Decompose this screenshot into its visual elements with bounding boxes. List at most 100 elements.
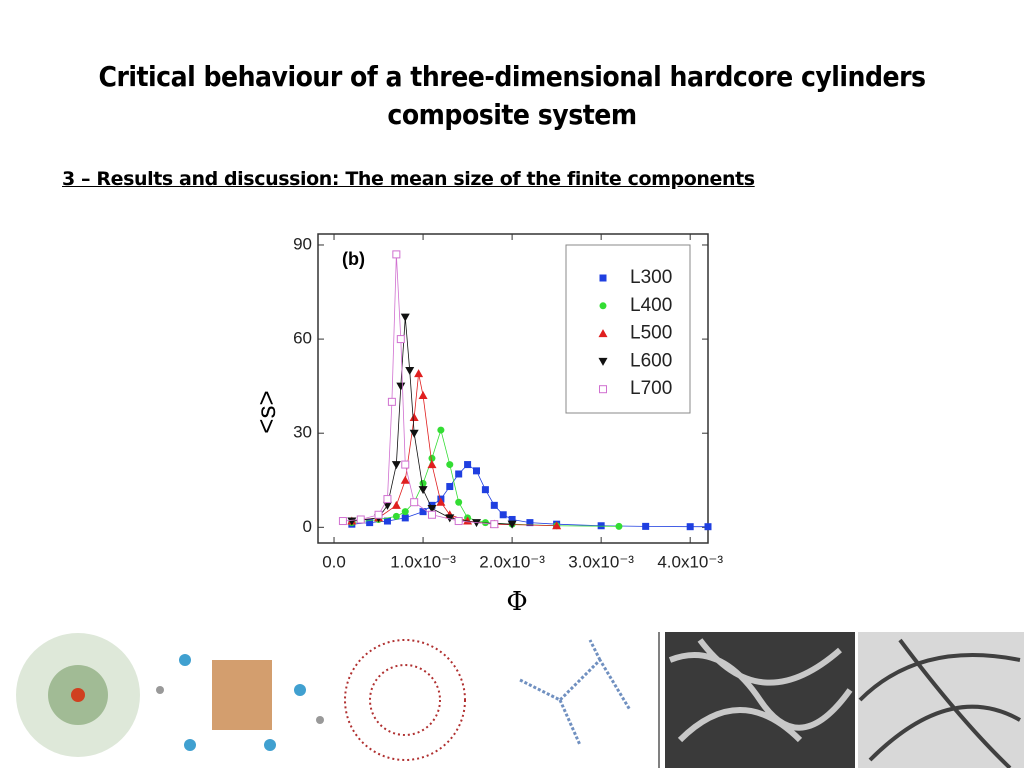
legend-label: L400 xyxy=(630,295,672,316)
data-point xyxy=(490,520,499,529)
x-tick-label: 1.0x10⁻³ xyxy=(390,552,456,571)
data-point xyxy=(347,517,357,526)
x-tick-label: 2.0x10⁻³ xyxy=(479,552,545,571)
x-tick-label: 0.0 xyxy=(322,552,346,571)
data-point xyxy=(463,516,473,525)
slide-title: Critical behaviour of a three-dimensiona… xyxy=(98,60,926,131)
data-point xyxy=(409,413,419,422)
data-point xyxy=(401,508,409,516)
data-point xyxy=(387,397,396,406)
data-point xyxy=(642,522,650,530)
tree-image xyxy=(179,654,191,666)
y-tick-label: 30 xyxy=(293,423,312,442)
legend-label: L300 xyxy=(630,267,672,288)
data-point xyxy=(446,461,454,469)
data-point xyxy=(615,522,623,530)
data-point xyxy=(597,522,605,530)
data-point xyxy=(396,335,405,344)
data-point xyxy=(446,483,454,491)
panel-label: (b) xyxy=(342,249,365,269)
legend-label: L700 xyxy=(630,378,672,399)
data-point xyxy=(338,517,347,526)
data-point xyxy=(481,486,489,494)
graph-image xyxy=(519,639,632,746)
data-point xyxy=(472,467,480,475)
legend-marker xyxy=(598,329,608,338)
legend-label: L600 xyxy=(630,350,672,371)
data-point xyxy=(391,500,401,509)
tree-image xyxy=(184,739,196,751)
tree-image xyxy=(294,684,306,696)
data-point xyxy=(366,519,374,527)
y-axis-label: <s> xyxy=(251,390,281,433)
data-point xyxy=(704,523,712,531)
thumbnails xyxy=(0,632,1024,768)
legend-marker xyxy=(599,274,607,282)
tem-image xyxy=(858,638,1021,768)
network-image xyxy=(71,688,85,702)
series-line xyxy=(351,373,557,527)
data-point xyxy=(400,313,410,322)
data-point xyxy=(437,426,445,434)
series-line xyxy=(342,254,495,525)
data-point xyxy=(392,512,400,520)
data-point xyxy=(507,520,517,529)
y-tick-label: 90 xyxy=(293,234,312,253)
data-point xyxy=(405,366,415,375)
data-point xyxy=(552,521,562,530)
data-point xyxy=(418,486,428,495)
data-point xyxy=(356,515,365,524)
data-point xyxy=(419,479,427,487)
data-point xyxy=(409,429,419,438)
data-point xyxy=(383,517,391,525)
y-tick-label: 0 xyxy=(303,517,312,536)
tree-image xyxy=(264,739,276,751)
data-point xyxy=(414,369,424,378)
tree-image xyxy=(156,686,164,694)
data-point xyxy=(374,510,383,519)
tree-image xyxy=(212,660,272,730)
y-tick-label: 60 xyxy=(293,329,312,348)
data-point xyxy=(455,498,463,506)
data-point xyxy=(455,470,463,478)
section-heading: 3 – Results and discussion: The mean siz… xyxy=(62,168,755,190)
series-line xyxy=(351,428,619,527)
legend-marker xyxy=(599,385,607,394)
legend-marker xyxy=(598,357,608,366)
x-tick-label: 4.0x10⁻³ xyxy=(657,552,723,571)
data-point xyxy=(526,519,534,527)
data-point xyxy=(427,460,437,469)
ring-image xyxy=(369,664,441,736)
data-point xyxy=(436,497,446,506)
data-point xyxy=(418,391,428,400)
data-point xyxy=(428,454,436,462)
data-point xyxy=(508,515,516,523)
data-point xyxy=(383,495,392,504)
data-point xyxy=(490,501,498,509)
ring-image xyxy=(344,639,466,761)
x-tick-label: 3.0x10⁻³ xyxy=(568,552,634,571)
data-point xyxy=(471,519,481,528)
data-point xyxy=(419,508,427,516)
data-point xyxy=(391,461,401,470)
data-point xyxy=(392,250,401,259)
data-point xyxy=(401,460,410,469)
legend-label: L500 xyxy=(630,323,672,344)
data-point xyxy=(454,517,463,526)
legend-box xyxy=(565,244,691,414)
data-point xyxy=(400,475,410,484)
data-point xyxy=(427,510,436,519)
plot-frame xyxy=(317,233,709,544)
data-point xyxy=(382,501,392,510)
tree-image xyxy=(316,716,324,724)
data-point xyxy=(445,514,455,523)
data-point xyxy=(686,523,694,531)
data-point xyxy=(410,498,419,507)
data-point xyxy=(396,382,406,391)
sem-image xyxy=(668,638,853,743)
data-point xyxy=(427,504,437,513)
data-point xyxy=(499,511,507,519)
legend-marker xyxy=(599,302,607,310)
